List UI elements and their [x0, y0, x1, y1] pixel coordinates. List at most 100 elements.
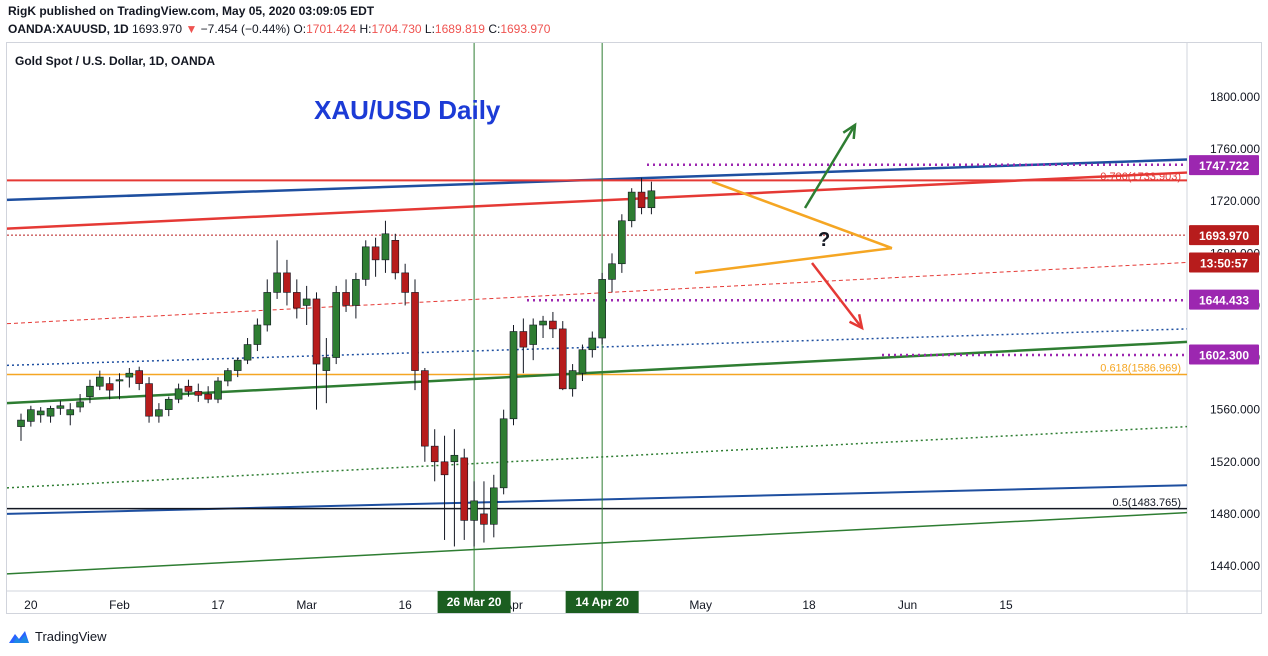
candle-body	[647, 190, 656, 209]
candle-body	[499, 418, 508, 489]
footer: TradingView	[0, 618, 1268, 656]
open-label: O:	[293, 22, 307, 36]
tradingview-logo[interactable]: TradingView	[8, 629, 107, 644]
x-tick-label: 16	[398, 598, 412, 612]
axis-price-label: 1747.722	[1199, 159, 1249, 173]
candle-body	[460, 457, 469, 521]
price-chart[interactable]: 1440.0001480.0001520.0001560.0001600.000…	[7, 43, 1261, 613]
candle-body	[430, 445, 439, 463]
high-label: H:	[359, 22, 372, 36]
candle-body	[302, 298, 311, 306]
candle-body	[342, 292, 350, 306]
candle-body	[273, 272, 281, 293]
candle-body	[391, 240, 400, 274]
x-tick-label: Feb	[109, 598, 130, 612]
bearish-arrow-shaft	[811, 262, 863, 329]
candle-body	[96, 376, 104, 387]
axis-price-badge	[1189, 289, 1259, 310]
candle-body	[421, 370, 429, 447]
candle-body	[529, 324, 538, 345]
candle-body	[401, 272, 409, 293]
publisher-text: RigK published on TradingView.com, May 0…	[8, 4, 375, 18]
open-value: 1701.424	[306, 22, 357, 36]
candle-body	[637, 191, 646, 209]
candle-body	[86, 385, 94, 397]
fib-level-label: 0.5(1483.765)	[1113, 497, 1182, 509]
candle-body	[608, 263, 616, 280]
x-tick-label: Jun	[898, 598, 917, 612]
y-tick-label: 1440.000	[1210, 559, 1260, 573]
lower-blue-channel-line	[7, 484, 1188, 515]
blue-dotted-trend-line	[7, 328, 1188, 367]
chart-frame[interactable]: 1440.0001480.0001520.0001560.0001600.000…	[6, 42, 1262, 614]
down-arrow-icon: ▼	[185, 22, 198, 36]
y-tick-label: 1800.000	[1210, 90, 1260, 104]
y-tick-label: 1560.000	[1210, 403, 1260, 417]
bullish-arrow-head	[842, 122, 857, 140]
candle-body	[17, 419, 25, 427]
candle-body	[115, 379, 124, 382]
y-tick-label: 1760.000	[1210, 142, 1260, 156]
candle-body	[470, 500, 478, 521]
candle-body	[450, 454, 459, 463]
candle-body	[539, 320, 547, 326]
candle-body	[549, 320, 557, 330]
candle-body	[381, 233, 390, 261]
candle-body	[618, 220, 626, 265]
close-label: C:	[488, 22, 501, 36]
axis-price-label: 1644.433	[1199, 294, 1249, 308]
candle-body	[27, 409, 35, 422]
x-tick-label: 15	[999, 598, 1013, 612]
triangle-lower-edge	[694, 246, 893, 275]
candle-body	[36, 410, 45, 416]
candle-body	[371, 246, 380, 261]
x-tick-label: Mar	[296, 598, 317, 612]
y-tick-label: 1520.000	[1210, 455, 1260, 469]
candle-body	[233, 359, 242, 371]
red-dashed-trend-line	[7, 261, 1188, 325]
candle-body	[66, 409, 75, 416]
question-mark-annotation: ?	[818, 229, 830, 251]
axis-price-label: 1602.300	[1199, 349, 1249, 363]
x-tick-label: May	[689, 598, 712, 612]
high-value: 1704.730	[371, 22, 422, 36]
candle-body	[56, 405, 65, 409]
price-change: −7.454 (−0.44%)	[200, 22, 291, 36]
candle-body	[292, 292, 301, 309]
chart-header: RigK published on TradingView.com, May 0…	[0, 0, 1268, 42]
symbol-label[interactable]: OANDA:XAUUSD, 1D	[8, 22, 129, 36]
triangle-upper-edge	[711, 180, 893, 250]
candle-body	[253, 324, 262, 345]
tradingview-logo-icon	[9, 630, 29, 643]
candle-body	[204, 393, 212, 400]
candle-body	[322, 357, 331, 371]
axis-price-label: 1693.970	[1199, 229, 1249, 243]
candle-body	[519, 331, 528, 348]
candle-body	[578, 349, 587, 374]
candle-body	[489, 487, 498, 525]
x-tick-label: 20	[24, 598, 38, 612]
candle-body	[243, 344, 252, 361]
candle-body	[135, 370, 143, 384]
axis-price-badge	[1189, 252, 1259, 273]
candle-body	[312, 298, 321, 365]
candle-body	[194, 391, 203, 396]
candle-body	[558, 328, 567, 390]
candle-body	[411, 292, 419, 371]
fib-level-label: 0.786(1733.903)	[1100, 171, 1181, 183]
candle-body	[145, 383, 153, 417]
candle-body	[568, 370, 577, 390]
low-label: L:	[424, 22, 435, 36]
axis-price-badge	[1189, 225, 1259, 246]
bearish-arrow-head	[848, 314, 864, 331]
bullish-arrow-shaft	[803, 124, 857, 209]
lower-green-trend-line	[7, 511, 1188, 575]
candle-body	[174, 388, 183, 400]
chart-title: Gold Spot / U.S. Dollar, 1D, OANDA	[15, 54, 215, 68]
axis-price-badge	[1189, 344, 1259, 365]
x-tick-label: 18	[802, 598, 816, 612]
y-tick-label: 1720.000	[1210, 194, 1260, 208]
close-value: 1693.970	[500, 22, 551, 36]
green-dotted-trend-line	[7, 425, 1188, 489]
ohlc-line: OANDA:XAUUSD, 1D 1693.970 ▼ −7.454 (−0.4…	[8, 22, 550, 36]
